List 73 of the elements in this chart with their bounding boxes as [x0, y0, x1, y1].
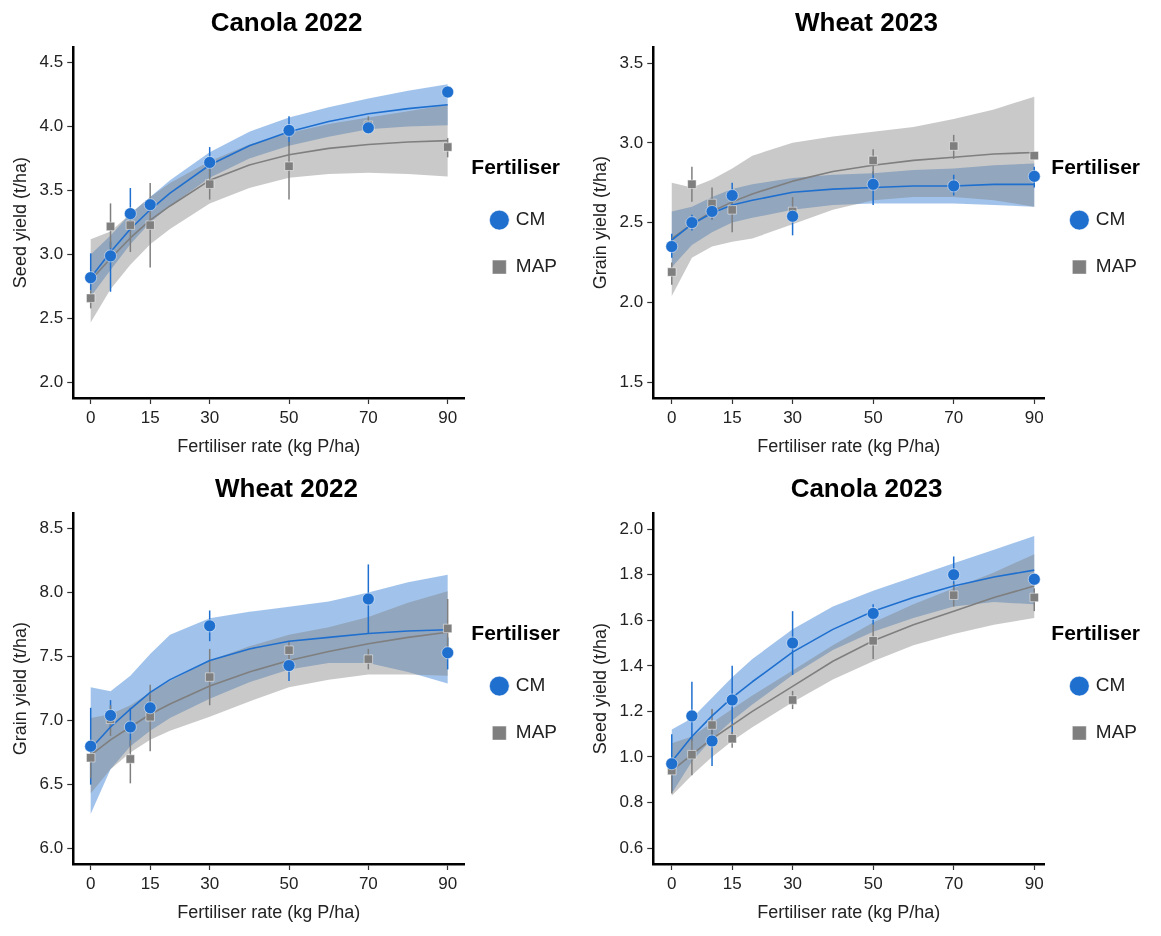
y-axis-title: Grain yield (t/ha): [9, 622, 30, 756]
y-tick-label: 2.0: [619, 518, 644, 538]
y-tick-label: 2.5: [619, 212, 644, 232]
legend-title: Fertiliser: [471, 154, 561, 178]
y-tick-label: 2.0: [619, 292, 644, 312]
x-tick-label: 70: [358, 873, 378, 893]
legend-title: Fertiliser: [471, 620, 561, 644]
x-tick-label: 70: [358, 407, 378, 427]
chart-title: Canola 2022: [210, 6, 363, 37]
legend-label: CM: [515, 674, 546, 696]
legend-label: MAP: [515, 255, 558, 277]
legend-label: MAP: [1095, 255, 1138, 277]
x-tick-label: 0: [667, 873, 677, 893]
x-tick-label: 50: [279, 873, 299, 893]
x-tick-label: 15: [722, 873, 742, 893]
legend-label: CM: [1095, 208, 1126, 230]
y-tick-label: 0.8: [619, 792, 644, 812]
y-tick-label: 8.5: [39, 518, 64, 538]
x-tick-label: 15: [722, 407, 742, 427]
x-axis-title: Fertiliser rate (kg P/ha): [177, 902, 361, 923]
y-tick-label: 8.0: [39, 582, 64, 602]
x-axis-title: Fertiliser rate (kg P/ha): [177, 436, 361, 457]
x-tick-label: 0: [85, 407, 96, 427]
x-axis-title: Fertiliser rate (kg P/ha): [757, 436, 941, 457]
y-tick-label: 3.5: [619, 52, 644, 72]
x-tick-label: 90: [1024, 873, 1044, 893]
y-axis-title: Seed yield (t/ha): [9, 157, 30, 289]
y-tick-label: 1.8: [619, 564, 644, 584]
x-tick-label: 0: [85, 873, 96, 893]
chart-title: Wheat 2023: [794, 6, 939, 37]
y-tick-label: 2.5: [39, 308, 64, 328]
x-tick-label: 50: [863, 407, 883, 427]
y-tick-label: 0.6: [619, 837, 644, 857]
chart-title: Canola 2023: [790, 472, 943, 503]
x-tick-label: 0: [667, 407, 677, 427]
y-tick-label: 1.6: [619, 609, 644, 629]
y-tick-label: 1.5: [619, 371, 644, 391]
x-tick-label: 30: [783, 407, 803, 427]
x-tick-label: 70: [944, 407, 964, 427]
y-tick-label: 6.0: [39, 838, 64, 858]
legend-label: MAP: [1095, 721, 1138, 743]
y-tick-label: 7.0: [39, 710, 64, 730]
chart-title: Wheat 2022: [214, 472, 359, 503]
legend-label: CM: [1095, 674, 1126, 696]
legend-title: Fertiliser: [1051, 620, 1141, 644]
legend-label: CM: [515, 208, 546, 230]
y-tick-label: 3.5: [39, 180, 64, 200]
y-axis-title: Grain yield (t/ha): [589, 156, 610, 290]
y-tick-label: 1.0: [619, 746, 644, 766]
y-tick-label: 1.2: [619, 701, 644, 721]
y-tick-label: 7.5: [39, 646, 64, 666]
x-tick-label: 90: [438, 873, 458, 893]
y-tick-label: 4.5: [39, 52, 64, 72]
x-tick-label: 50: [279, 407, 299, 427]
y-axis-title: Seed yield (t/ha): [589, 623, 610, 755]
legend-title: Fertiliser: [1051, 154, 1141, 178]
x-tick-label: 50: [863, 873, 883, 893]
y-tick-label: 3.0: [619, 132, 644, 152]
y-tick-label: 6.5: [39, 774, 64, 794]
legend-label: MAP: [515, 721, 558, 743]
x-tick-label: 90: [438, 407, 458, 427]
x-tick-label: 70: [944, 873, 964, 893]
y-tick-label: 1.4: [619, 655, 644, 675]
x-axis-title: Fertiliser rate (kg P/ha): [757, 902, 941, 923]
x-tick-label: 30: [200, 407, 220, 427]
x-tick-label: 30: [783, 873, 803, 893]
x-tick-label: 90: [1024, 407, 1044, 427]
y-tick-label: 2.0: [39, 372, 64, 392]
y-tick-label: 4.0: [39, 116, 64, 136]
x-tick-label: 15: [140, 873, 160, 893]
y-tick-label: 3.0: [39, 244, 64, 264]
x-tick-label: 15: [140, 407, 160, 427]
x-tick-label: 30: [200, 873, 220, 893]
